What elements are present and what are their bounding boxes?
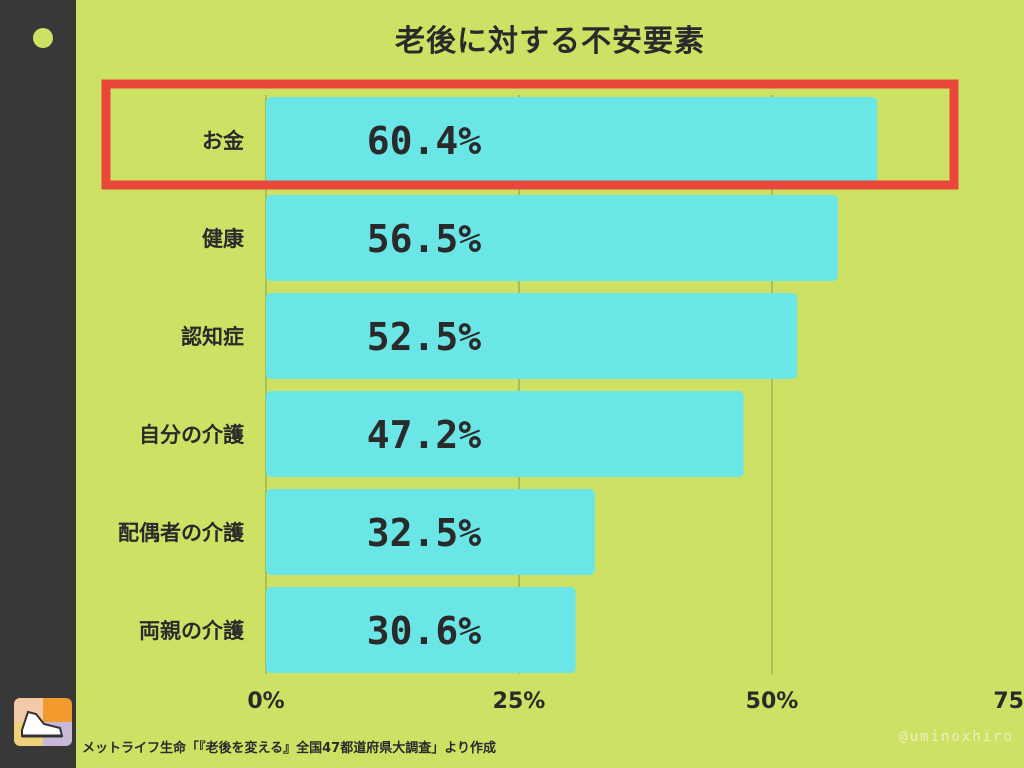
decorative-dot-icon <box>33 28 53 48</box>
author-handle: @uminoxhiro <box>899 729 1014 745</box>
sneaker-logo-icon <box>14 698 72 746</box>
category-label-4: 配偶者の介護 <box>118 521 245 545</box>
value-label-0: 60.4% <box>367 119 482 163</box>
value-label-3: 47.2% <box>367 413 482 457</box>
bar-0 <box>266 97 878 183</box>
highlight-frame <box>101 79 959 190</box>
left-strip <box>0 0 76 768</box>
category-label-0: お金 <box>202 129 245 153</box>
value-label-1: 56.5% <box>367 217 482 261</box>
source-note: メットライフ生命「『老後を変える』全国47都道府県大調査」より作成 <box>82 741 496 756</box>
bar-1 <box>266 195 838 281</box>
category-label-2: 認知症 <box>181 325 244 349</box>
bar-4 <box>266 489 595 575</box>
bar-3 <box>266 391 744 477</box>
category-label-3: 自分の介護 <box>139 423 245 447</box>
value-label-2: 52.5% <box>367 315 482 359</box>
x-tick-label-1: 25% <box>493 689 546 714</box>
category-label-1: 健康 <box>202 227 245 251</box>
x-tick-label-0: 0% <box>247 689 284 714</box>
bar-2 <box>266 293 798 379</box>
chart-title: 老後に対する不安要素 <box>395 24 705 59</box>
bar-5 <box>266 587 576 673</box>
x-tick-label-2: 50% <box>746 689 799 714</box>
value-label-5: 30.6% <box>367 609 482 653</box>
value-label-4: 32.5% <box>367 511 482 555</box>
x-tick-label-3: 75 <box>993 689 1024 714</box>
category-label-5: 両親の介護 <box>139 619 245 643</box>
